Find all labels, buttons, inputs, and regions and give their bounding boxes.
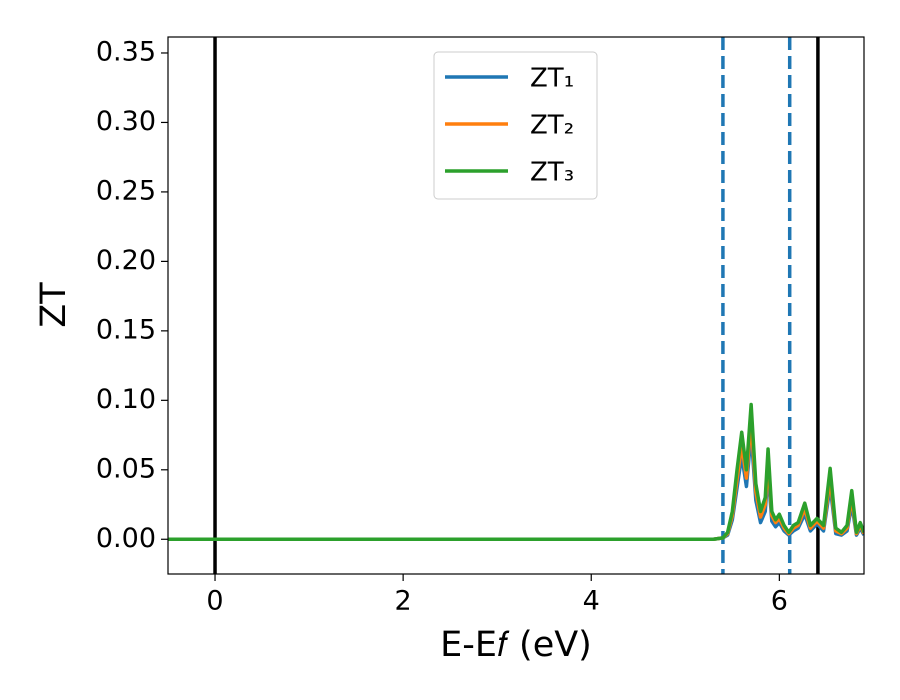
x-axis-label: E-E𝑓 (eV) (440, 625, 592, 665)
legend-label: ZT₁ (530, 64, 574, 94)
x-tick-label: 0 (206, 586, 223, 617)
y-tick-label: 0.25 (96, 175, 156, 206)
legend-label: ZT₂ (530, 111, 574, 141)
x-tick-label: 4 (583, 586, 600, 617)
y-tick-label: 0.20 (96, 245, 156, 276)
plot (168, 37, 864, 574)
y-tick-label: 0.15 (96, 314, 156, 345)
y-tick-label: 0.30 (96, 106, 156, 137)
series-line (168, 431, 864, 542)
series-line (168, 402, 864, 542)
y-tick-label: 0.00 (96, 523, 156, 554)
x-tick-label: 2 (395, 586, 412, 617)
y-tick-label: 0.35 (96, 36, 156, 67)
y-axis-label: ZT (34, 282, 74, 328)
legend-label: ZT₃ (530, 158, 574, 188)
y-tick-label: 0.05 (96, 453, 156, 484)
plot-frame (167, 36, 865, 575)
x-tick-label: 6 (771, 586, 788, 617)
legend-box (433, 51, 598, 200)
y-tick-label: 0.10 (96, 384, 156, 415)
